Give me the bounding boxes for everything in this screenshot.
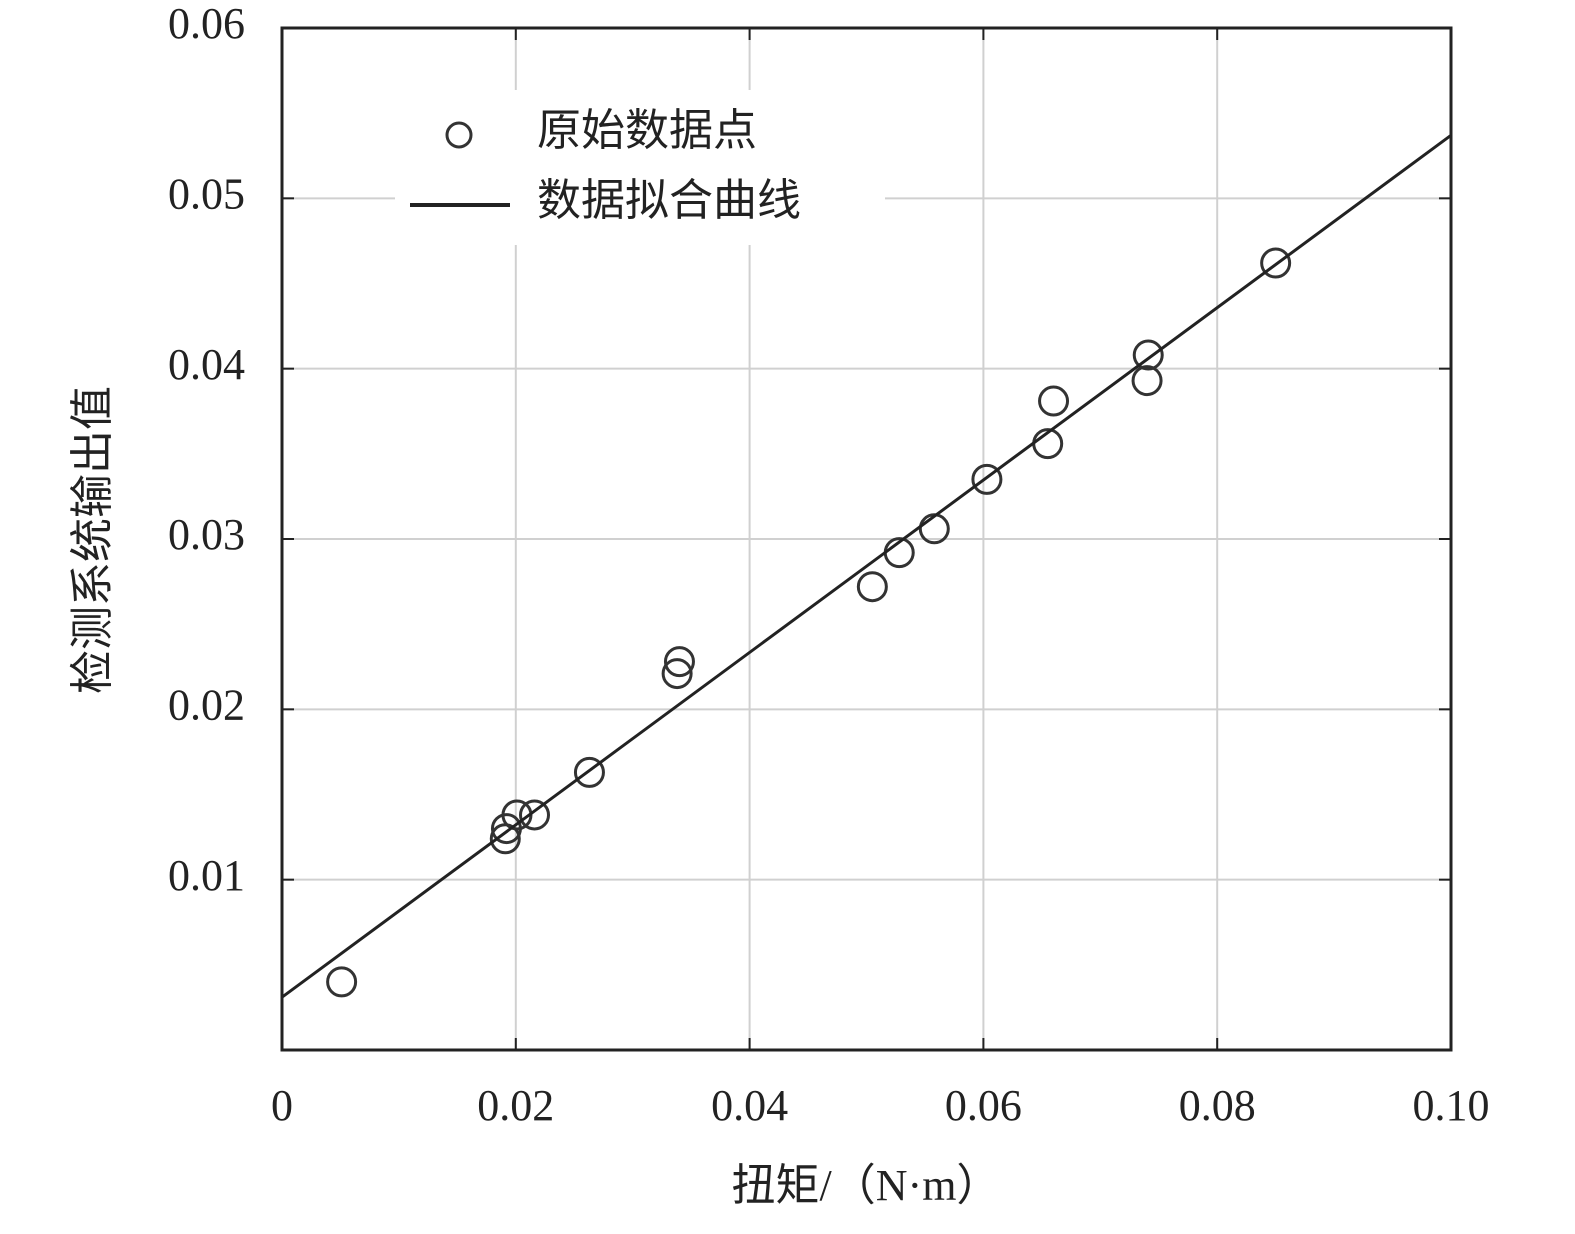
data-point [519, 799, 551, 831]
y-tick-label: 0.02 [168, 680, 245, 729]
data-point [663, 646, 695, 678]
data-point [1038, 385, 1070, 417]
x-tick-label: 0.10 [1413, 1081, 1490, 1130]
fit-line [282, 134, 1451, 999]
y-tick-label: 0.06 [168, 0, 245, 48]
y-tick-label: 0.04 [168, 340, 245, 389]
data-point [1260, 247, 1292, 279]
x-tick-label: 0.08 [1179, 1081, 1256, 1130]
y-axis-label: 检测系统输出值 [68, 386, 117, 694]
data-point [661, 658, 693, 690]
legend-label: 数据拟合曲线 [537, 176, 801, 225]
x-tick-label: 0.04 [711, 1081, 788, 1130]
x-axis-label: 扭矩/（N·m） [732, 1161, 1001, 1210]
x-tick-label: 0.02 [477, 1081, 554, 1130]
y-tick-label: 0.03 [168, 510, 245, 559]
data-point [1132, 339, 1164, 371]
y-tick-label: 0.01 [168, 851, 245, 900]
legend-background [395, 90, 885, 245]
legend-marker [445, 121, 473, 149]
x-tick-label: 0.06 [945, 1081, 1022, 1130]
data-point [326, 966, 358, 998]
data-point [1131, 365, 1163, 397]
data-point [573, 756, 605, 788]
y-tick-label: 0.05 [168, 169, 245, 218]
x-tick-label: 0 [271, 1081, 293, 1130]
data-point [856, 571, 888, 603]
legend-label: 原始数据点 [537, 106, 757, 155]
data-point [971, 463, 1003, 495]
